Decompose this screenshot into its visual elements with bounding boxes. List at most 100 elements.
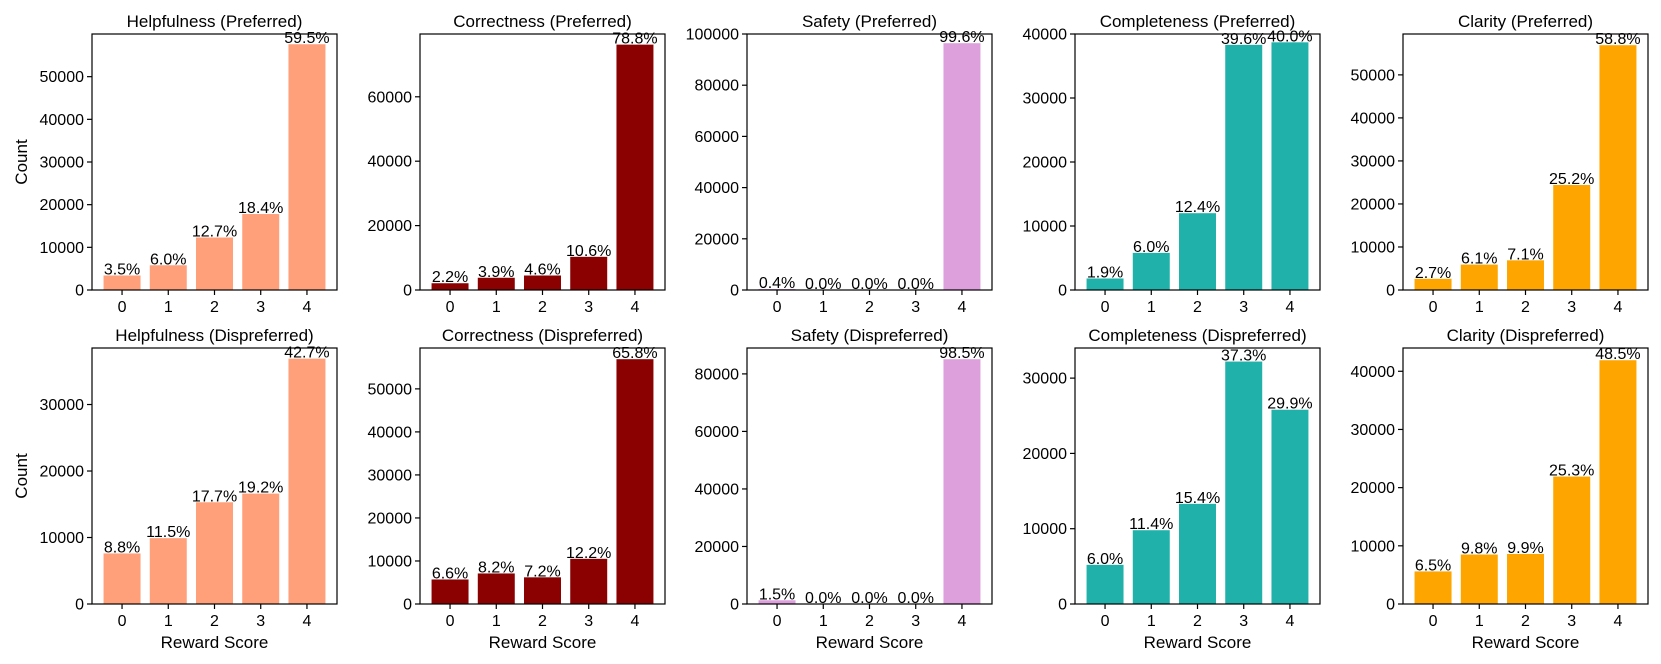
data-label-safety-dispreferred-1: 0.0% (805, 590, 841, 607)
data-label-helpfulness-preferred-4: 59.5% (284, 30, 329, 47)
data-label-correctness-preferred-4: 78.8% (612, 31, 657, 48)
bar-clarity-preferred-4 (1599, 45, 1637, 290)
bar-helpfulness-preferred-0 (103, 275, 141, 290)
x-tick-label: 4 (1613, 299, 1622, 316)
x-axis-label: Reward Score (1472, 633, 1580, 652)
bar-completeness-dispreferred-4 (1271, 409, 1309, 604)
x-axis-label: Reward Score (1144, 633, 1252, 652)
data-label-helpfulness-dispreferred-0: 8.8% (104, 539, 140, 556)
x-tick-label: 1 (164, 299, 173, 316)
bar-helpfulness-preferred-1 (149, 265, 187, 290)
bar-clarity-preferred-3 (1553, 185, 1591, 290)
y-tick-label: 40000 (695, 180, 740, 197)
x-axis-label: Reward Score (161, 633, 269, 652)
chart-correctness-dispreferred: 6.6% 8.2% 7.2%12.2%65.8%010000200003000040… (368, 326, 666, 652)
x-tick-label: 3 (584, 613, 593, 630)
x-tick-label: 1 (1147, 613, 1156, 630)
bar-completeness-preferred-0 (1086, 278, 1124, 290)
y-tick-label: 10000 (368, 553, 413, 570)
data-label-safety-preferred-1: 0.0% (805, 276, 841, 293)
data-label-completeness-preferred-3: 39.6% (1221, 31, 1266, 48)
bar-correctness-preferred-0 (431, 283, 469, 290)
data-label-correctness-preferred-3: 10.6% (566, 243, 611, 260)
data-label-clarity-preferred-1: 6.1% (1461, 251, 1497, 268)
x-tick-label: 2 (210, 613, 219, 630)
y-tick-label: 10000 (1351, 538, 1396, 555)
y-axis-label: Count (12, 453, 31, 499)
bar-completeness-preferred-1 (1132, 252, 1170, 290)
y-tick-label: 80000 (695, 366, 740, 383)
data-label-helpfulness-preferred-2: 12.7% (192, 224, 237, 241)
y-tick-label: 30000 (40, 397, 85, 414)
bar-completeness-preferred-4 (1271, 42, 1309, 290)
chart-title: Clarity (Preferred) (1458, 12, 1593, 31)
data-label-clarity-dispreferred-1: 9.8% (1461, 541, 1497, 558)
x-axis-label: Reward Score (489, 633, 597, 652)
y-tick-label: 100000 (686, 27, 739, 44)
y-tick-label: 40000 (695, 481, 740, 498)
bar-clarity-dispreferred-3 (1553, 476, 1591, 604)
data-label-helpfulness-preferred-0: 3.5% (104, 261, 140, 278)
data-label-clarity-preferred-2: 7.1% (1507, 246, 1543, 263)
bar-clarity-dispreferred-0 (1414, 571, 1452, 604)
x-tick-label: 4 (630, 299, 639, 316)
chart-title: Correctness (Preferred) (453, 12, 632, 31)
data-label-correctness-preferred-1: 3.9% (478, 264, 514, 281)
data-label-safety-dispreferred-4: 98.5% (939, 345, 984, 362)
x-tick-label: 2 (1521, 299, 1530, 316)
y-tick-label: 60000 (695, 424, 740, 441)
y-tick-label: 60000 (368, 89, 413, 106)
x-tick-label: 2 (865, 613, 874, 630)
bar-completeness-dispreferred-3 (1225, 361, 1263, 604)
y-tick-label: 20000 (1023, 446, 1068, 463)
y-tick-label: 0 (403, 597, 412, 614)
bar-safety-dispreferred-0 (758, 600, 796, 604)
chart-safety-dispreferred: 1.5% 0.0% 0.0% 0.0% 98.5% 0 20000 40000 60000 800… (695, 326, 993, 652)
y-tick-label: 10000 (1023, 521, 1068, 538)
data-label-clarity-dispreferred-3: 25.3% (1549, 463, 1594, 480)
data-label-safety-preferred-2: 0.0% (851, 276, 887, 293)
data-label-completeness-dispreferred-2: 15.4% (1175, 490, 1220, 507)
bar-helpfulness-dispreferred-3 (242, 493, 280, 604)
bar-correctness-dispreferred-4 (616, 359, 654, 604)
chart-title: Correctness (Dispreferred) (442, 326, 643, 345)
x-tick-label: 0 (118, 613, 127, 630)
x-tick-label: 2 (210, 299, 219, 316)
bar-safety-dispreferred-4 (943, 359, 981, 604)
x-tick-label: 3 (911, 613, 920, 630)
x-tick-label: 0 (773, 613, 782, 630)
chart-title: Completeness (Preferred) (1100, 12, 1296, 31)
data-label-safety-preferred-3: 0.0% (897, 276, 933, 293)
x-tick-label: 3 (1239, 299, 1248, 316)
x-tick-label: 3 (256, 613, 265, 630)
y-tick-label: 60000 (695, 129, 740, 146)
data-label-helpfulness-preferred-1: 6.0% (150, 251, 186, 268)
y-tick-label: 40000 (368, 154, 413, 171)
bar-helpfulness-dispreferred-1 (149, 538, 187, 604)
y-tick-label: 40000 (1351, 110, 1396, 127)
x-tick-label: 2 (1193, 613, 1202, 630)
data-label-safety-dispreferred-2: 0.0% (851, 590, 887, 607)
y-tick-label: 0 (403, 283, 412, 300)
x-tick-label: 4 (630, 613, 639, 630)
data-label-clarity-dispreferred-2: 9.9% (1507, 540, 1543, 557)
data-label-safety-dispreferred-3: 0.0% (897, 590, 933, 607)
bar-correctness-preferred-4 (616, 44, 654, 290)
bar-helpfulness-preferred-2 (196, 237, 233, 290)
bar-correctness-preferred-2 (524, 275, 561, 290)
x-tick-label: 0 (1429, 613, 1438, 630)
data-label-clarity-dispreferred-4: 48.5% (1595, 346, 1640, 363)
data-label-helpfulness-dispreferred-2: 17.7% (192, 488, 237, 505)
x-tick-label: 1 (1147, 299, 1156, 316)
chart-clarity-preferred: 2.7%6.1% 7.1%25.2%58.8%010000200003000040… (1351, 12, 1649, 316)
y-tick-label: 10000 (40, 240, 85, 257)
x-tick-label: 4 (1285, 299, 1294, 316)
y-tick-label: 30000 (40, 155, 85, 172)
chart-completeness-dispreferred: 6.0% 11.4%15.4% 37.3% 29.9% 0 10000 20000 30000… (1023, 326, 1321, 652)
data-label-completeness-dispreferred-4: 29.9% (1267, 396, 1312, 413)
data-label-completeness-preferred-4: 40.0% (1267, 28, 1312, 45)
y-tick-label: 80000 (695, 78, 740, 95)
bar-clarity-preferred-1 (1460, 264, 1498, 290)
x-tick-label: 2 (1193, 299, 1202, 316)
y-tick-label: 0 (730, 283, 739, 300)
